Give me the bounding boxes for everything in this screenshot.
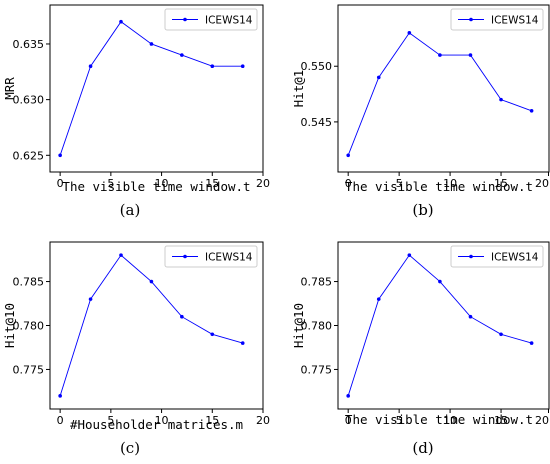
x-tick-label: 5: [396, 177, 403, 190]
data-point: [499, 97, 503, 102]
plot-frame: [49, 4, 264, 173]
y-axis-label: Hit@10: [2, 303, 17, 348]
y-tick-label: 0.775: [301, 363, 333, 376]
x-tick-label: 5: [107, 414, 114, 427]
x-tick-label: 20: [256, 177, 270, 190]
legend-box: [450, 8, 544, 31]
data-point: [499, 332, 503, 337]
x-tick-label: 15: [205, 414, 219, 427]
x-tick-label: 15: [205, 177, 219, 190]
data-point: [407, 253, 412, 257]
legend-box: [164, 8, 258, 31]
x-axis-label: The visible time window.t: [62, 179, 250, 194]
data-point: [180, 314, 184, 319]
x-axis-label: The visible time window.t: [345, 179, 533, 194]
x-tick-label: 10: [155, 177, 169, 190]
x-axis-label: #Householder matrices.m: [70, 417, 243, 432]
y-tick-label: 0.780: [301, 320, 333, 333]
data-point: [376, 75, 381, 80]
legend-label: ICEWS14: [491, 252, 539, 264]
x-axis-label: The visible time window.t: [345, 412, 533, 427]
data-point: [438, 279, 442, 284]
x-tick-label: 5: [107, 177, 114, 190]
data-point: [149, 42, 154, 46]
y-tick-label: 0.545: [301, 116, 333, 129]
data-point: [88, 297, 93, 301]
legend-label: ICEWS14: [205, 252, 253, 264]
data-point: [529, 341, 534, 345]
y-axis-label: Hit@1: [291, 70, 306, 108]
x-tick-label: 0: [345, 177, 352, 190]
data-point: [58, 394, 62, 398]
x-tick-label: 10: [155, 414, 169, 427]
x-tick-label: 0: [57, 177, 64, 190]
y-tick-label: 0.785: [13, 276, 45, 289]
y-axis-label: Hit@10: [291, 303, 306, 348]
data-point: [240, 341, 245, 345]
legend-label: ICEWS14: [205, 15, 253, 27]
y-tick-label: 0.550: [301, 60, 333, 73]
data-point: [346, 394, 350, 398]
x-tick-label: 0: [345, 414, 352, 427]
data-point: [119, 253, 123, 257]
data-point: [468, 53, 473, 57]
series-line: [59, 21, 243, 156]
x-tick-label: 15: [494, 177, 508, 190]
legend-marker: [469, 17, 473, 22]
data-point: [529, 108, 534, 113]
legend-box: [164, 245, 258, 268]
panel-caption: (b): [412, 201, 433, 219]
panel-caption: (c): [120, 439, 140, 457]
x-tick-label: 10: [443, 177, 457, 190]
data-point: [180, 53, 184, 57]
data-point: [210, 332, 215, 337]
plot-frame: [337, 4, 550, 173]
data-point: [438, 53, 442, 57]
series-line: [347, 32, 532, 156]
x-tick-label: 20: [256, 414, 270, 427]
legend-label: ICEWS14: [491, 15, 539, 27]
y-axis-label: MRR: [2, 77, 17, 100]
x-tick-label: 0: [57, 414, 64, 427]
y-tick-label: 0.775: [13, 363, 45, 376]
data-point: [119, 19, 123, 24]
legend-box: [450, 245, 544, 268]
panel-caption: (a): [120, 201, 141, 219]
series-line: [347, 254, 532, 396]
y-tick-label: 0.785: [301, 276, 333, 289]
chart-panel-d: 0 5 10 15 20 0.775 0.780 0.785 The visible time …: [291, 241, 550, 457]
chart-panel-c: 0 5 10 15 20 0.775 0.780 0.785 #Householder matr…: [2, 241, 270, 457]
panel-caption: (d): [412, 439, 433, 457]
x-tick-label: 15: [494, 414, 508, 427]
x-tick-label: 10: [443, 414, 457, 427]
legend-marker: [469, 254, 473, 259]
data-point: [149, 279, 154, 284]
x-tick-label: 20: [535, 414, 549, 427]
chart-panel-a: 0 5 10 15 20 0.625 0.630 0.635 The visible time …: [2, 4, 270, 219]
x-tick-label: 5: [396, 414, 403, 427]
data-point: [240, 64, 245, 69]
data-point: [346, 153, 350, 158]
y-tick-label: 0.630: [13, 94, 45, 107]
data-point: [88, 64, 93, 69]
chart-panel-b: 0 5 10 15 20 0.545 0.550 The visible time windo…: [291, 4, 550, 219]
legend-marker: [183, 17, 187, 22]
x-tick-label: 20: [535, 177, 549, 190]
data-point: [468, 314, 473, 319]
series-line: [59, 254, 243, 396]
y-tick-label: 0.635: [13, 38, 45, 51]
data-point: [58, 153, 62, 158]
legend-marker: [183, 254, 187, 259]
data-point: [376, 297, 381, 301]
y-tick-label: 0.780: [13, 320, 45, 333]
y-tick-label: 0.625: [13, 149, 45, 162]
data-point: [210, 64, 215, 69]
data-point: [407, 31, 412, 35]
